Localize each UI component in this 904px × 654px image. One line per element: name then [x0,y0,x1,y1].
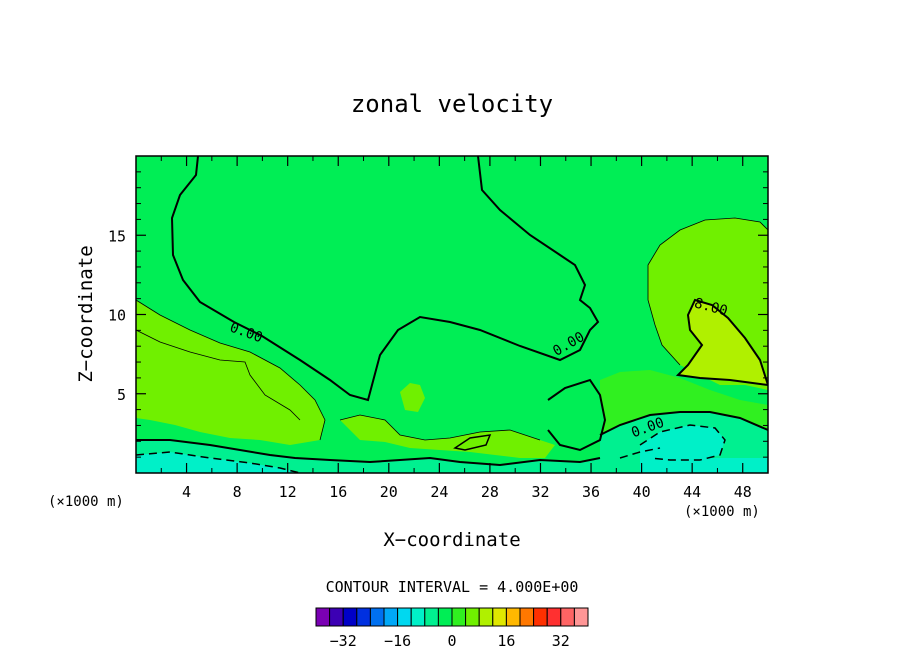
y-tick-label: 10 [108,307,126,325]
contour-line-zero-upper [170,156,600,402]
colorbar-swatch [410,607,426,627]
field-band-right-inner [678,300,768,385]
colorbar-swatch [505,607,521,627]
field-band-small-left [150,383,200,408]
colorbar-swatch [397,607,412,627]
contour-line-right-lower-neg2 [619,447,661,459]
colorbar-swatch [315,607,331,627]
colorbar-swatch [329,607,344,627]
x-tick-label: 20 [380,483,398,501]
colorbar [315,607,589,627]
x-tick-label: 24 [430,483,448,501]
x-tick-label: 32 [531,483,549,501]
x-unit-right: (×1000 m) [684,504,760,520]
contour-line-bottom-neg [136,451,301,473]
colorbar-ticks: −32 −16 0 16 32 [330,632,570,650]
contour-line-thin-mid [339,414,541,441]
colorbar-swatch [424,607,439,627]
chart-title: zonal velocity [351,90,553,118]
colorbar-swatch [546,607,562,627]
colorbar-swatch [573,607,589,627]
contour-line-right-8 [675,298,768,386]
colorbar-swatch [369,607,385,627]
colorbar-swatch [437,607,453,627]
colorbar-swatch [533,607,548,627]
contour-interval-label: CONTOUR INTERVAL = 4.000E+00 [326,578,579,596]
plot-area: 0.00 0.008.000.00 4 8 12 16 20 24 28 32 36 40 44 48 … [108,155,769,501]
field-band-mid-lower [340,415,555,458]
contour-line-right-lower-neg [639,424,726,461]
x-tick-label: 40 [633,483,651,501]
contour-line-thin-left [136,299,326,441]
colorbar-tick-label: 0 [447,632,456,650]
colorbar-tick-label: −16 [384,632,411,650]
contour-line-bottom-zero [136,439,601,467]
contour-line-small-mid [453,434,492,451]
x-tick-label: 12 [279,483,297,501]
x-axis-ticks: 4 8 12 16 20 24 28 32 36 40 44 48 [160,156,752,501]
x-tick-label: 44 [683,483,701,501]
y-axis-ticks: 5 10 15 [108,171,768,458]
field-band-upper-negative [172,156,598,400]
colorbar-swatch [560,607,575,627]
field-band-mid-right [548,380,605,450]
x-axis-label: X−coordinate [383,529,520,551]
y-tick-label: 5 [117,386,126,404]
colorbar-swatch [356,607,371,627]
x-tick-label: 36 [582,483,600,501]
colorbar-tick-label: 32 [552,632,570,650]
contour-lines [136,156,768,473]
colorbar-swatch [478,607,494,627]
x-tick-label: 28 [481,483,499,501]
x-tick-label: 48 [734,483,752,501]
contour-line-right-lower-zero [599,411,768,436]
colorbar-tick-label: 16 [497,632,515,650]
contour-line-mid-right [547,378,607,452]
x-tick-label: 4 [182,483,191,501]
contour-line-thin-right [647,217,768,366]
colorbar-swatch [451,607,467,627]
y-axis-label: Z−coordinate [75,245,97,382]
colorbar-swatch [519,607,535,627]
colorbar-swatch [342,607,358,627]
x-tick-label: 8 [233,483,242,501]
colorbar-swatch [383,607,399,627]
field-band-right-lower-deep [640,425,768,473]
field-band-bottom-left-deep [136,452,300,473]
colorbar-swatch [492,607,507,627]
y-tick-label: 15 [108,227,126,245]
colorbar-swatch [465,607,480,627]
x-tick-label: 16 [329,483,347,501]
contour-line-thin-left2 [136,329,301,421]
x-unit-left: (×1000 m) [48,494,124,510]
colorbar-tick-label: −32 [330,632,357,650]
field-band-small-mid [400,383,425,412]
